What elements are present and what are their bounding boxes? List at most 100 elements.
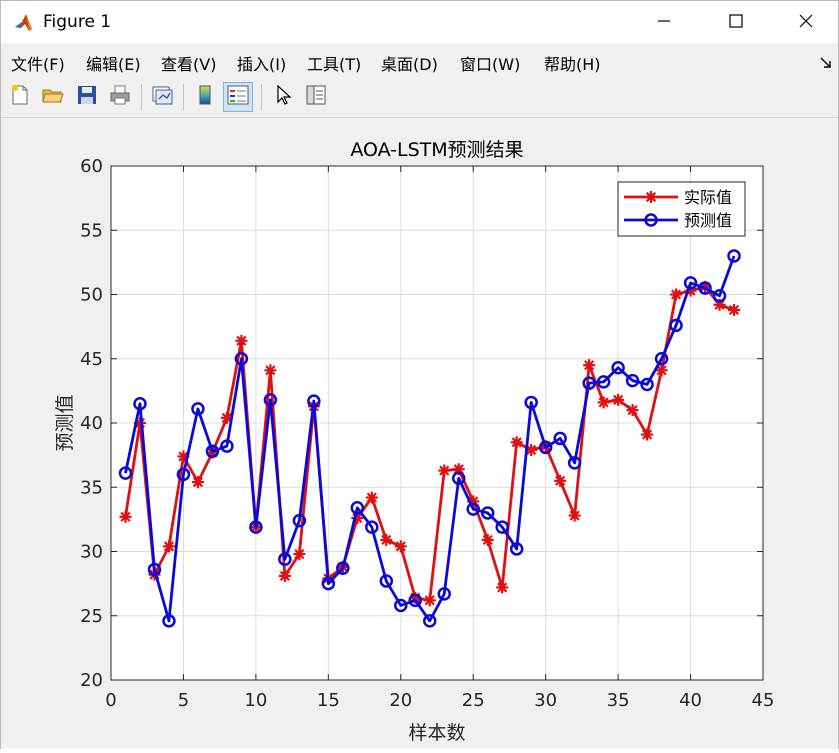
x-tick-label: 5 <box>178 690 189 711</box>
data-point-asterisk <box>380 533 393 546</box>
print-button[interactable] <box>105 82 135 112</box>
data-point-circle <box>379 574 394 588</box>
data-point-circle <box>611 360 625 375</box>
data-point-asterisk <box>510 436 523 449</box>
data-point-circle <box>365 520 379 534</box>
maximize-button[interactable] <box>701 1 771 43</box>
y-tick-label: 40 <box>80 413 103 434</box>
y-axis-label: 预测值 <box>54 394 76 451</box>
data-point-circle <box>147 562 162 577</box>
data-point-asterisk <box>264 364 277 377</box>
x-tick-label: 10 <box>244 690 267 711</box>
data-point-circle <box>727 249 741 263</box>
data-point-circle <box>307 394 321 408</box>
data-point-asterisk <box>554 474 567 487</box>
data-point-circle <box>451 471 466 486</box>
x-tick-label: 0 <box>105 690 116 711</box>
series-predicted <box>118 249 741 628</box>
y-tick-label: 30 <box>80 542 103 563</box>
y-tick-label: 55 <box>80 220 103 241</box>
link-plot-icon <box>150 83 174 111</box>
line-chart: 0 5 10 15 20 25 30 35 40 45 20 25 30 35 40 45 50 55 60 AOA… <box>54 139 775 744</box>
menu-insert[interactable]: 插入(I) <box>237 55 287 74</box>
link-plot-button[interactable] <box>147 82 177 112</box>
data-point-circle <box>220 439 234 453</box>
data-point-asterisk <box>612 393 625 406</box>
data-point-asterisk <box>293 548 306 561</box>
data-point-asterisk <box>191 476 204 489</box>
x-tick-label: 45 <box>752 690 775 711</box>
data-point-asterisk <box>626 404 639 417</box>
maximize-icon <box>729 13 743 32</box>
new-figure-button[interactable] <box>5 82 35 112</box>
data-point-circle <box>336 561 350 575</box>
insert-legend-button[interactable] <box>223 82 253 112</box>
save-disk-icon <box>75 83 99 111</box>
data-point-circle <box>712 289 727 303</box>
data-point-circle <box>292 513 307 528</box>
data-point-circle <box>567 456 582 470</box>
y-tick-label: 35 <box>80 477 103 498</box>
menu-edit[interactable]: 编辑(E) <box>86 55 141 74</box>
menu-file[interactable]: 文件(F) <box>11 55 65 74</box>
new-file-icon <box>8 83 32 111</box>
data-point-circle <box>596 375 611 389</box>
matlab-logo-icon <box>13 11 37 35</box>
data-point-asterisk <box>119 510 132 523</box>
folder-open-icon <box>41 83 65 111</box>
data-point-circle <box>394 598 408 613</box>
open-file-button[interactable] <box>38 82 68 112</box>
save-button[interactable] <box>72 82 102 112</box>
menu-desktop[interactable]: 桌面(D) <box>381 55 438 74</box>
legend-marker-asterisk <box>645 191 657 203</box>
dock-arrow-icon[interactable] <box>819 55 833 74</box>
data-point-circle <box>133 396 147 411</box>
data-point-circle <box>553 431 567 446</box>
data-point-asterisk <box>496 581 509 594</box>
data-point-asterisk <box>365 491 378 504</box>
y-tick-label: 45 <box>80 349 103 370</box>
menu-tools[interactable]: 工具(T) <box>307 55 362 74</box>
data-point-circle <box>625 373 640 388</box>
close-button[interactable] <box>771 1 839 43</box>
data-point-circle <box>582 376 596 390</box>
figure-toolbar <box>1 78 838 118</box>
menu-help[interactable]: 帮助(H) <box>544 55 601 74</box>
data-point-asterisk <box>235 334 248 347</box>
insert-colorbar-button[interactable] <box>190 82 220 112</box>
data-point-circle <box>640 377 654 392</box>
edit-plot-button[interactable] <box>269 82 299 112</box>
y-tick-label: 20 <box>80 670 103 691</box>
y-tick-label: 50 <box>80 285 103 306</box>
data-point-circle <box>495 520 509 534</box>
property-inspector-button[interactable] <box>301 82 331 112</box>
data-point-circle <box>423 614 437 628</box>
figure-canvas[interactable]: 0 5 10 15 20 25 30 35 40 45 20 25 30 35 40 45 50 55 60 AOA… <box>1 119 838 749</box>
close-icon <box>799 13 813 32</box>
x-tick-label: 30 <box>534 690 557 711</box>
data-point-asterisk <box>597 396 610 409</box>
data-point-asterisk <box>423 594 436 607</box>
toolbar-separator <box>141 84 142 110</box>
data-point-circle <box>466 502 480 516</box>
data-point-circle <box>437 587 451 601</box>
minimize-button[interactable] <box>629 1 699 43</box>
data-point-circle <box>191 402 205 416</box>
legend-icon <box>226 83 250 111</box>
data-point-circle <box>263 393 278 407</box>
data-point-circle <box>669 318 683 333</box>
legend-box <box>617 181 746 237</box>
x-tick-label: 40 <box>679 690 702 711</box>
data-point-circle <box>234 352 249 366</box>
data-point-circle <box>176 467 191 482</box>
series-line <box>124 255 736 623</box>
data-point-asterisk <box>583 359 596 372</box>
menu-view[interactable]: 查看(V) <box>161 55 217 74</box>
x-tick-label: 15 <box>317 690 340 711</box>
data-point-circle <box>408 593 423 608</box>
legend-label: 预测值 <box>684 211 732 230</box>
menu-window[interactable]: 窗口(W) <box>460 55 521 74</box>
data-point-circle <box>205 444 220 459</box>
